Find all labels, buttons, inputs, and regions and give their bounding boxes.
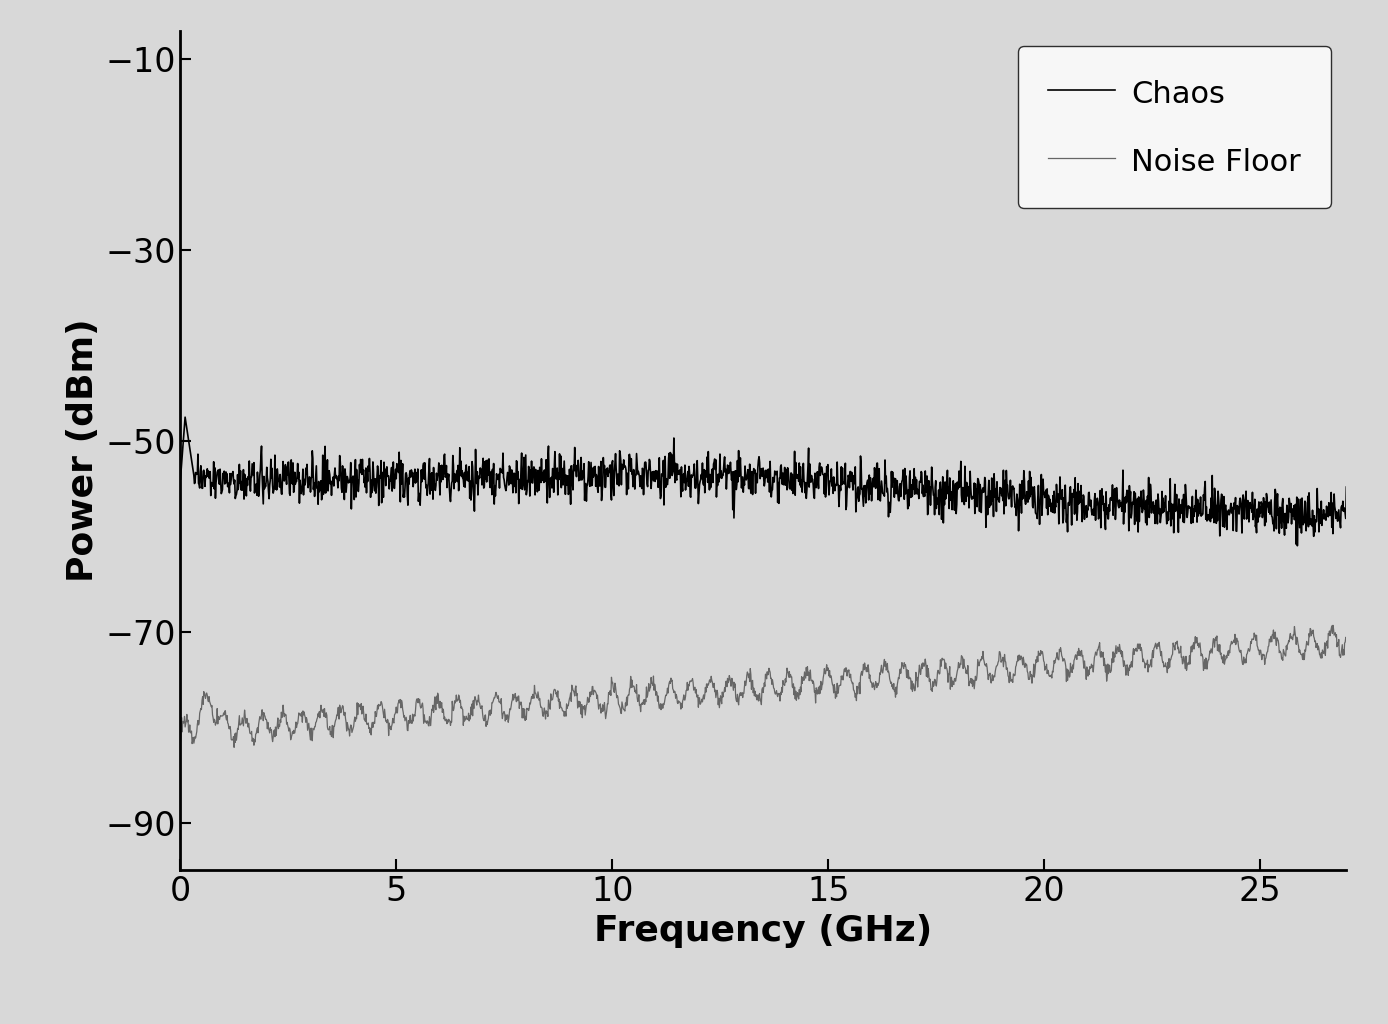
Chaos [1338,481,1355,494]
Chaos [1305,530,1321,543]
Noise Floor [226,741,243,754]
Line: Chaos: Chaos [180,417,1346,546]
Noise Floor [709,684,726,696]
Chaos [709,473,726,485]
Chaos [740,464,756,476]
Noise Floor [740,668,756,680]
Line: Noise Floor: Noise Floor [180,626,1346,748]
Noise Floor [1324,620,1341,632]
Noise Floor [232,719,248,731]
Y-axis label: Power (dBm): Power (dBm) [65,318,100,583]
Chaos [172,473,189,485]
Chaos [232,465,248,477]
Chaos [176,411,193,423]
Noise Floor [1305,624,1321,636]
X-axis label: Frequency (GHz): Frequency (GHz) [594,913,933,948]
Chaos [1305,519,1321,531]
Chaos [1091,511,1108,523]
Chaos [1289,540,1306,552]
Noise Floor [172,735,189,748]
Noise Floor [1091,639,1108,651]
Noise Floor [1338,633,1355,645]
Legend: Chaos, Noise Floor: Chaos, Noise Floor [1017,46,1331,208]
Noise Floor [1305,627,1321,639]
